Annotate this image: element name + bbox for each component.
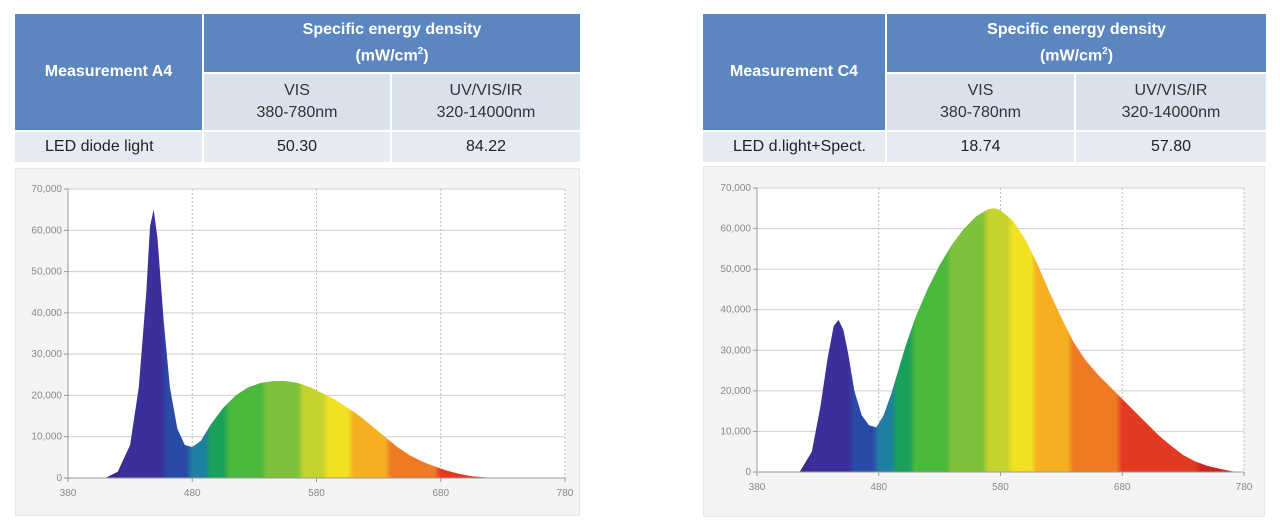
vis-column-header: VIS 380-780nm [203, 73, 392, 131]
y-tick-label: 20,000 [31, 390, 62, 401]
measurement-panel-a4: Measurement A4 Specific energy density (… [15, 14, 581, 162]
y-tick-label: 50,000 [720, 264, 751, 275]
y-tick-label: 60,000 [720, 224, 751, 235]
energy-density-header: Specific energy density (mW/cm2) [886, 14, 1267, 74]
measurement-table: Measurement A4 Specific energy density (… [15, 14, 581, 162]
y-tick-label: 70,000 [31, 184, 62, 195]
vis-column-header: VIS 380-780nm [886, 73, 1076, 131]
x-tick-label: 480 [870, 482, 887, 493]
y-tick-label: 20,000 [720, 386, 751, 397]
measurement-panel-c4: Measurement C4 Specific energy density (… [703, 14, 1267, 162]
table-row: LED d.light+Spect. 18.74 57.80 [703, 130, 1267, 162]
y-tick-label: 0 [56, 473, 62, 484]
measurement-label: Measurement C4 [703, 14, 887, 131]
x-tick-label: 580 [308, 488, 325, 499]
row-label: LED d.light+Spect. [703, 130, 886, 162]
table-row: LED diode light 50.30 84.22 [15, 130, 581, 162]
measurement-label: Measurement A4 [15, 14, 204, 131]
x-tick-label: 580 [992, 482, 1009, 493]
x-tick-label: 680 [432, 488, 449, 499]
header-title: Specific energy density [987, 20, 1166, 38]
energy-density-header: Specific energy density (mW/cm2) [203, 14, 581, 74]
spectrum-area [105, 209, 497, 478]
y-tick-label: 10,000 [720, 426, 751, 437]
vis-value: 18.74 [885, 130, 1076, 162]
spectrum-chart-c4: 0 10,000 20,000 30,000 40,000 50,000 60,000 70,… [703, 166, 1265, 517]
full-range-column-header: UV/VIS/IR 320-14000nm [391, 73, 581, 131]
header-unit: (mW/cm2) [1039, 45, 1114, 65]
y-tick-label: 10,000 [31, 432, 62, 443]
spectrum-chart-svg: 0 10,000 20,000 30,000 40,000 50,000 60,000 70,… [31, 184, 574, 499]
full-range-value: 84.22 [391, 130, 581, 162]
y-tick-label: 30,000 [31, 349, 62, 360]
spectrum-chart-a4: 0 10,000 20,000 30,000 40,000 50,000 60,000 70,… [15, 168, 580, 516]
y-tick-label: 70,000 [720, 183, 751, 194]
y-tick-label: 50,000 [31, 267, 62, 278]
x-tick-label: 380 [749, 482, 766, 493]
vis-value: 50.30 [202, 130, 392, 162]
spectrum-chart-svg: 0 10,000 20,000 30,000 40,000 50,000 60,000 70,… [720, 183, 1253, 493]
x-tick-label: 380 [60, 488, 77, 499]
y-tick-label: 30,000 [720, 345, 751, 356]
x-tick-label: 780 [1236, 482, 1253, 493]
spectrum-area [799, 208, 1238, 473]
y-tick-label: 60,000 [31, 225, 62, 236]
y-tick-label: 0 [745, 467, 751, 478]
x-tick-label: 780 [557, 488, 574, 499]
y-tick-label: 40,000 [31, 308, 62, 319]
full-range-value: 57.80 [1075, 130, 1267, 162]
x-tick-label: 480 [184, 488, 201, 499]
y-tick-label: 40,000 [720, 305, 751, 316]
x-tick-label: 680 [1114, 482, 1131, 493]
full-range-column-header: UV/VIS/IR 320-14000nm [1075, 73, 1267, 131]
measurement-table: Measurement C4 Specific energy density (… [703, 14, 1267, 162]
row-label: LED diode light [15, 130, 203, 162]
header-unit: (mW/cm2) [355, 45, 429, 65]
header-title: Specific energy density [302, 20, 482, 38]
